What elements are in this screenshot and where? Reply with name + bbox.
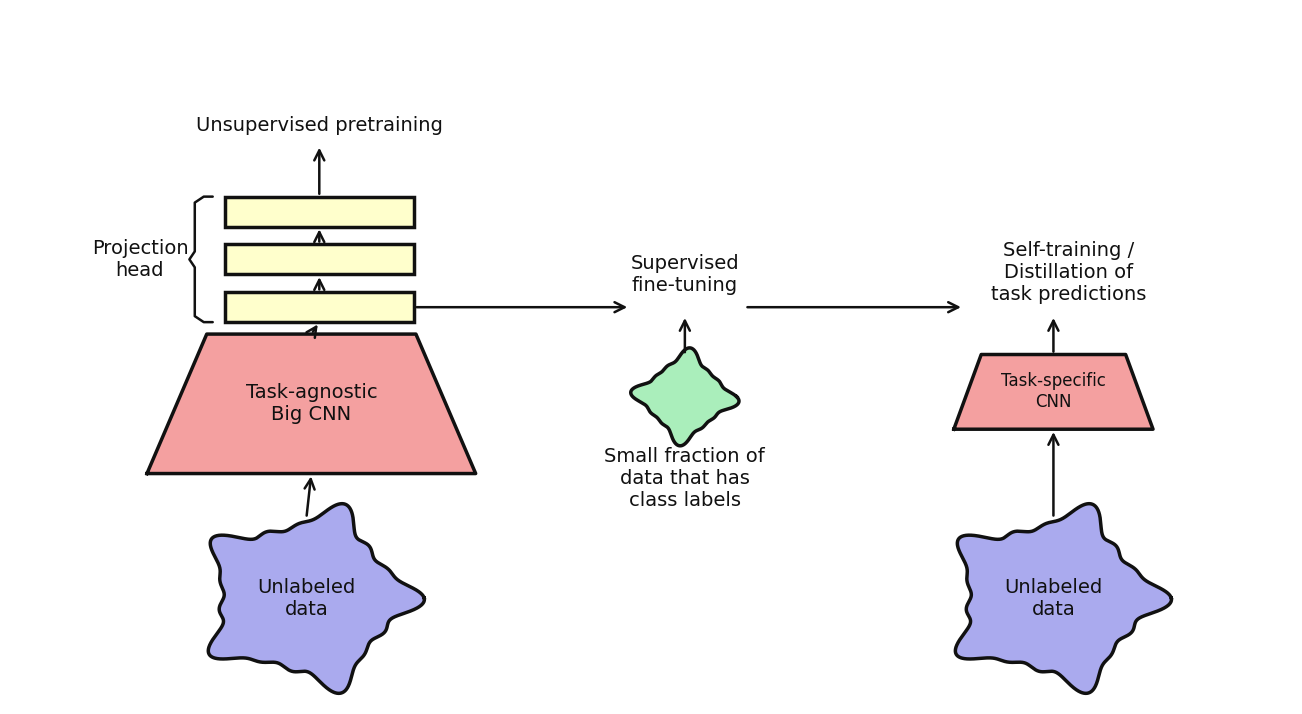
Text: Small fraction of
data that has
class labels: Small fraction of data that has class la… [604,447,766,510]
Text: Unsupervised pretraining: Unsupervised pretraining [195,116,443,135]
Text: Projection
head: Projection head [91,239,189,280]
Text: Unlabeled
data: Unlabeled data [1004,578,1103,618]
Polygon shape [954,355,1154,429]
Polygon shape [956,503,1172,693]
FancyBboxPatch shape [225,292,414,322]
FancyBboxPatch shape [225,196,414,226]
Text: Task-specific
CNN: Task-specific CNN [1001,373,1105,411]
Polygon shape [630,348,740,446]
Text: Unlabeled
data: Unlabeled data [258,578,355,618]
Polygon shape [147,334,475,473]
Text: Supervised
fine-tuning: Supervised fine-tuning [630,254,740,296]
Text: Task-agnostic
Big CNN: Task-agnostic Big CNN [246,383,378,424]
Polygon shape [208,503,424,693]
Text: Self-training /
Distillation of
task predictions: Self-training / Distillation of task pre… [991,241,1146,304]
FancyBboxPatch shape [225,244,414,274]
